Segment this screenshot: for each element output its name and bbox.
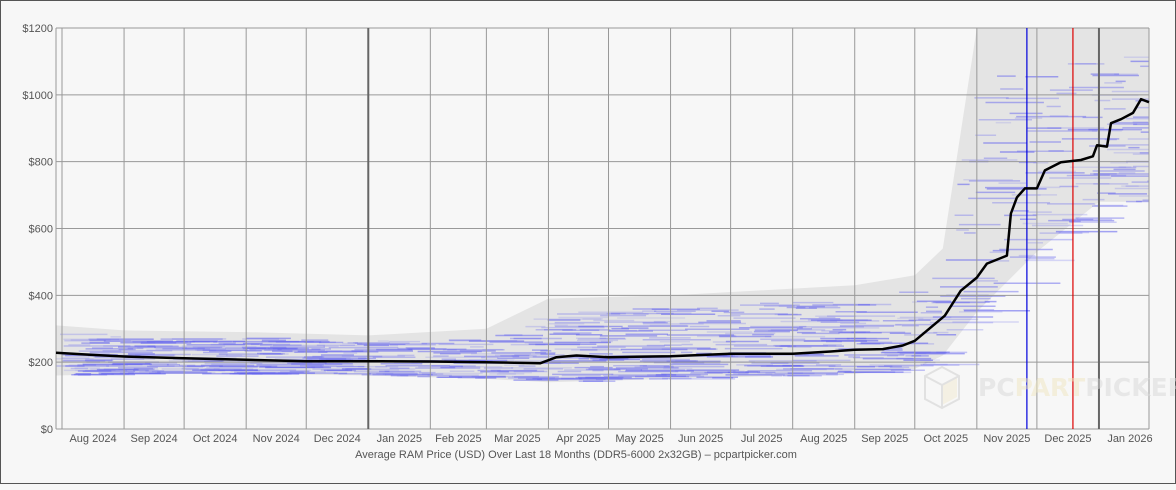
- watermark-logo: PCPARTPICKER: [924, 365, 1176, 410]
- x-tick-label: Jun 2025: [678, 433, 723, 445]
- y-tick-label: $1000: [22, 90, 53, 102]
- x-tick-label: Apr 2025: [556, 433, 601, 445]
- svg-text:PCPARTPICKER: PCPARTPICKER: [978, 373, 1176, 402]
- average-price-line: [55, 97, 1150, 365]
- x-tick-label: Aug 2025: [800, 433, 847, 445]
- y-tick-label: $800: [29, 157, 53, 169]
- y-tick-label: $600: [29, 224, 53, 236]
- x-tick-label: Jan 2026: [1107, 433, 1152, 445]
- x-tick-label: May 2025: [615, 433, 663, 445]
- marker-lines: [1026, 28, 1074, 429]
- x-tick-label: Dec 2025: [1044, 433, 1091, 445]
- x-tick-label: Oct 2024: [193, 433, 238, 445]
- price-range-area: [56, 28, 1149, 383]
- y-tick-label: $400: [29, 290, 53, 302]
- x-tick-label: Oct 2025: [923, 433, 968, 445]
- price-range-band: [56, 28, 1149, 383]
- x-tick-label: Feb 2025: [435, 433, 481, 445]
- watermark-text: PC: [978, 373, 1015, 402]
- x-tick-label: Nov 2024: [253, 433, 300, 445]
- x-tick-label: Mar 2025: [494, 433, 540, 445]
- x-tick-label: Nov 2025: [983, 433, 1030, 445]
- y-tick-label: $1200: [22, 23, 53, 35]
- x-tick-label: Dec 2024: [314, 433, 361, 445]
- x-tick-label: Sep 2025: [861, 433, 908, 445]
- pcpartpicker-cube-icon: [924, 365, 960, 410]
- chart-caption: Average RAM Price (USD) Over Last 18 Mon…: [355, 449, 797, 461]
- x-tick-label: Jan 2025: [377, 433, 422, 445]
- y-axis: $0 $200 $400 $600 $800 $1000 $1200: [22, 23, 53, 436]
- x-axis: Aug 2024 Sep 2024 Oct 2024 Nov 2024 Dec 2024…: [69, 433, 1152, 445]
- y-tick-label: $0: [41, 424, 53, 436]
- x-tick-label: Aug 2024: [69, 433, 116, 445]
- x-tick-label: Sep 2024: [131, 433, 178, 445]
- y-tick-label: $200: [29, 357, 53, 369]
- x-tick-label: Jul 2025: [741, 433, 783, 445]
